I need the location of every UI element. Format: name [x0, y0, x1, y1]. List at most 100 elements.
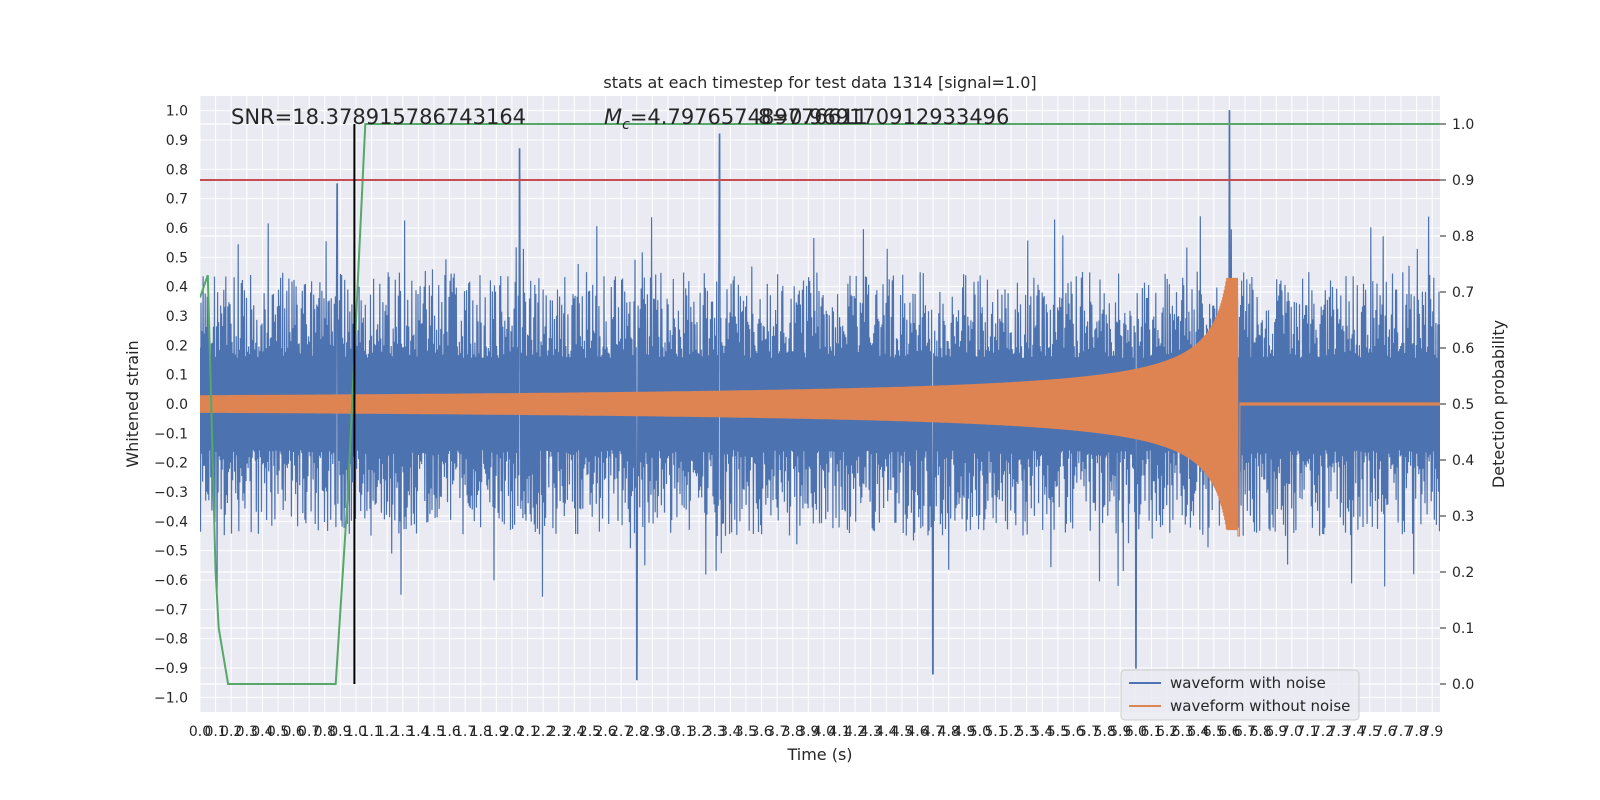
- y-axis-right-label: Detection probability: [1489, 320, 1508, 488]
- x-tick-label: 7.6: [1374, 724, 1396, 740]
- y-right-tick-label: 0.5: [1452, 397, 1474, 413]
- x-tick-label: 7.9: [1421, 724, 1443, 740]
- y-right-tick-label: 0.4: [1452, 453, 1474, 469]
- x-tick-label: 4.4: [875, 724, 897, 740]
- y-right-tick-label: 1.0: [1452, 117, 1474, 133]
- x-axis-ticks: 0.00.10.20.30.40.50.60.70.80.91.01.11.21…: [189, 724, 1443, 740]
- x-tick-label: 4.2: [844, 724, 866, 740]
- y-left-tick-label: 0.2: [166, 338, 188, 354]
- x-tick-label: 3.9: [797, 724, 819, 740]
- x-tick-label: 2.6: [594, 724, 616, 740]
- x-tick-label: 7.5: [1359, 724, 1381, 740]
- x-tick-label: 5.2: [1000, 724, 1022, 740]
- x-tick-label: 0.6: [282, 724, 304, 740]
- legend: waveform with noise waveform without noi…: [1120, 669, 1360, 721]
- x-tick-label: 1.9: [485, 724, 507, 740]
- x-tick-label: 6.9: [1265, 724, 1287, 740]
- y-left-tick-label: 0.8: [166, 162, 188, 178]
- x-tick-label: 7.1: [1296, 724, 1318, 740]
- y-left-tick-label: 0.0: [166, 397, 188, 413]
- x-tick-label: 2.5: [579, 724, 601, 740]
- x-tick-label: 6.5: [1203, 724, 1225, 740]
- x-tick-label: 5.5: [1047, 724, 1069, 740]
- x-tick-label: 7.4: [1343, 724, 1365, 740]
- series-waveform-without-noise: [200, 277, 1440, 537]
- y-left-tick-label: 0.1: [166, 368, 188, 384]
- x-tick-label: 4.5: [891, 724, 913, 740]
- x-tick-label: 4.1: [828, 724, 850, 740]
- x-tick-label: 0.3: [236, 724, 258, 740]
- y-left-tick-label: 0.4: [166, 280, 188, 296]
- x-tick-label: 7.8: [1405, 724, 1427, 740]
- x-tick-label: 1.7: [454, 724, 476, 740]
- x-tick-label: 6.0: [1125, 724, 1147, 740]
- x-tick-label: 2.0: [501, 724, 523, 740]
- x-tick-label: 3.3: [704, 724, 726, 740]
- mc-symbol: M: [604, 105, 622, 129]
- x-tick-label: 6.1: [1140, 724, 1162, 740]
- y-left-tick-label: 0.6: [166, 221, 188, 237]
- x-tick-label: 1.5: [423, 724, 445, 740]
- x-tick-label: 7.0: [1281, 724, 1303, 740]
- x-tick-label: 5.9: [1109, 724, 1131, 740]
- y-left-tick-label: −0.6: [154, 573, 188, 589]
- x-axis-label: Time (s): [786, 745, 852, 764]
- legend-label-noise: waveform with noise: [1170, 674, 1326, 692]
- y-left-tick-label: −0.2: [154, 456, 188, 472]
- y-right-tick-label: 0.0: [1452, 677, 1474, 693]
- y-left-tick-label: −1.0: [154, 690, 188, 706]
- y-axis-left-ticks: −1.0 −0.9 −0.8 −0.7 −0.6 −0.5 −0.4 −0.3 −0.2 −0.1…: [154, 104, 188, 707]
- x-tick-label: 1.6: [438, 724, 460, 740]
- x-tick-label: 6.8: [1249, 724, 1271, 740]
- y-left-tick-label: −0.9: [154, 661, 188, 677]
- y-left-tick-label: −0.3: [154, 485, 188, 501]
- mc-subscript: c: [622, 117, 630, 133]
- x-tick-label: 0.5: [267, 724, 289, 740]
- x-tick-label: 6.3: [1172, 724, 1194, 740]
- x-tick-label: 0.0: [189, 724, 211, 740]
- x-tick-label: 5.1: [984, 724, 1006, 740]
- y-left-tick-label: 0.3: [166, 309, 188, 325]
- y-left-tick-label: 1.0: [166, 104, 188, 120]
- x-tick-label: 3.5: [735, 724, 757, 740]
- y-left-tick-label: −0.1: [154, 426, 188, 442]
- y-left-tick-label: −0.5: [154, 544, 188, 560]
- x-tick-label: 3.0: [657, 724, 679, 740]
- x-tick-label: 5.8: [1094, 724, 1116, 740]
- x-tick-label: 6.4: [1187, 724, 1209, 740]
- y-left-tick-label: 0.5: [166, 250, 188, 266]
- x-tick-label: 1.2: [376, 724, 398, 740]
- y-right-tick-label: 0.6: [1452, 341, 1474, 357]
- x-tick-label: 4.7: [922, 724, 944, 740]
- y-right-tick-label: 0.1: [1452, 621, 1474, 637]
- y-right-tick-label: 0.7: [1452, 285, 1474, 301]
- x-tick-label: 4.8: [938, 724, 960, 740]
- y-left-tick-label: 0.7: [166, 192, 188, 208]
- legend-box: [1120, 669, 1360, 721]
- y-left-tick-label: −0.7: [154, 602, 188, 618]
- y-right-tick-label: 0.2: [1452, 565, 1474, 581]
- x-tick-label: 2.1: [516, 724, 538, 740]
- x-tick-label: 4.0: [813, 724, 835, 740]
- x-tick-label: 3.7: [766, 724, 788, 740]
- x-tick-label: 1.3: [392, 724, 414, 740]
- x-tick-label: 1.8: [470, 724, 492, 740]
- x-tick-label: 0.1: [204, 724, 226, 740]
- x-tick-label: 6.7: [1234, 724, 1256, 740]
- x-tick-label: 0.9: [329, 724, 351, 740]
- x-tick-label: 0.7: [298, 724, 320, 740]
- x-tick-label: 3.4: [719, 724, 741, 740]
- x-tick-label: 0.8: [314, 724, 336, 740]
- series-detection-probability: [200, 123, 1440, 685]
- x-tick-label: 7.2: [1312, 724, 1334, 740]
- y-right-tick-label: 0.3: [1452, 509, 1474, 525]
- overlap-annotation: 8=0.969170912933496: [758, 105, 1009, 129]
- x-tick-label: 1.0: [345, 724, 367, 740]
- x-tick-label: 4.6: [906, 724, 928, 740]
- y-axis-left-label: Whitened strain: [123, 340, 142, 467]
- x-tick-label: 2.7: [610, 724, 632, 740]
- x-tick-label: 2.3: [548, 724, 570, 740]
- x-tick-label: 2.4: [563, 724, 585, 740]
- x-tick-label: 1.1: [360, 724, 382, 740]
